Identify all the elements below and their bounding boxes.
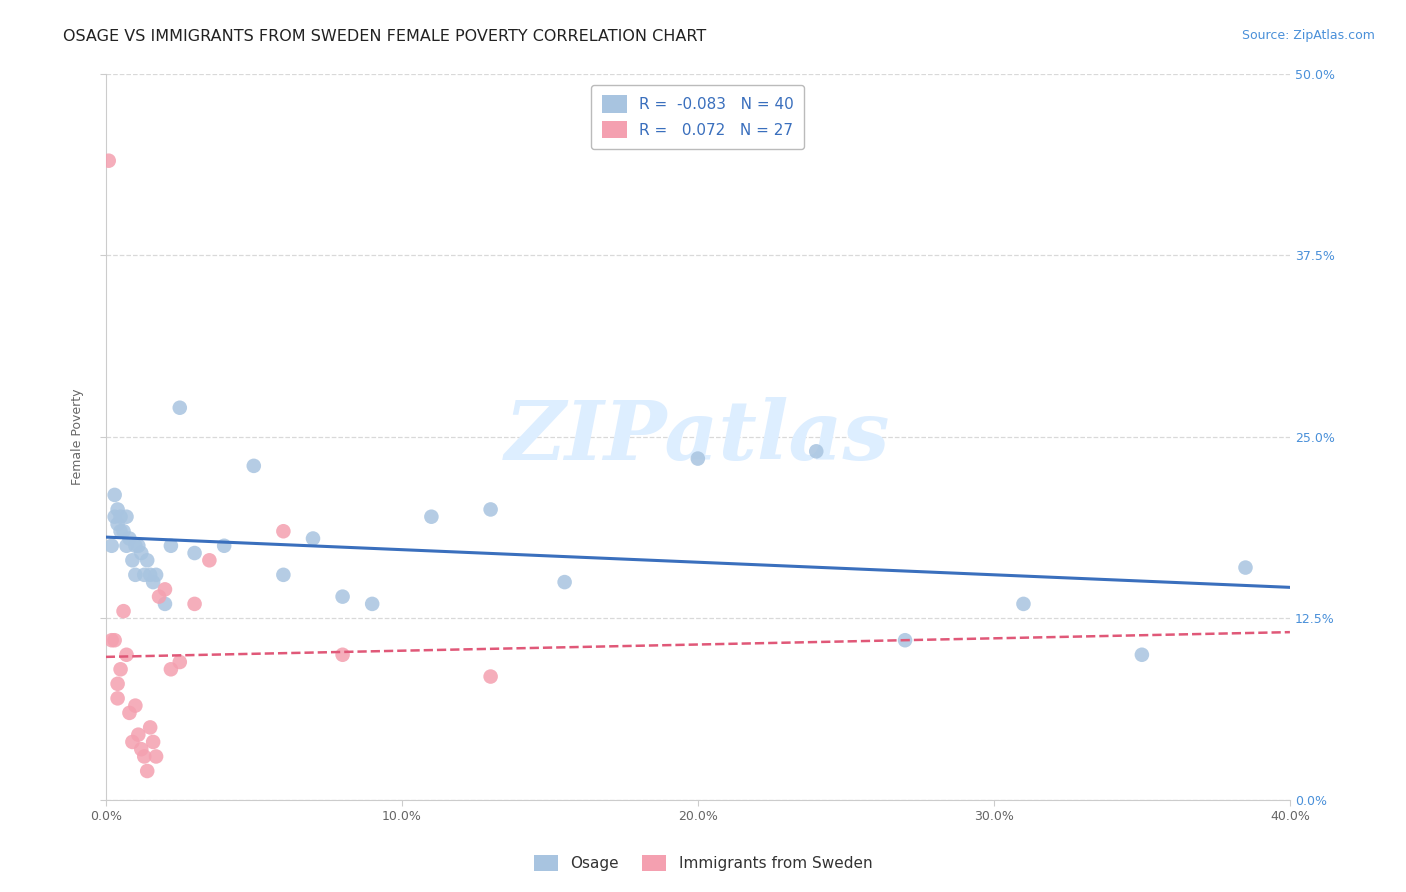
Point [110, 524, 132, 539]
Legend: R =  -0.083   N = 40, R =   0.072   N = 27: R = -0.083 N = 40, R = 0.072 N = 27 [592, 85, 804, 149]
Point [129, 742, 152, 756]
Point [332, 590, 354, 604]
Point [1130, 648, 1153, 662]
Point [894, 633, 917, 648]
Point [136, 553, 159, 567]
Point [112, 604, 135, 618]
Point [361, 597, 384, 611]
Legend: Osage, Immigrants from Sweden: Osage, Immigrants from Sweden [527, 849, 879, 877]
Point [183, 597, 205, 611]
Point [124, 698, 146, 713]
Point [198, 553, 221, 567]
Point [243, 458, 266, 473]
Point [332, 648, 354, 662]
Point [118, 532, 141, 546]
Point [273, 524, 295, 539]
Point [169, 655, 191, 669]
Text: Source: ZipAtlas.com: Source: ZipAtlas.com [1241, 29, 1375, 42]
Point [104, 633, 127, 648]
Text: ZIPatlas: ZIPatlas [505, 397, 890, 477]
Point [121, 553, 143, 567]
Point [142, 575, 165, 590]
Point [104, 509, 127, 524]
Point [420, 509, 443, 524]
Point [107, 516, 129, 531]
Point [139, 720, 162, 734]
Point [118, 706, 141, 720]
Y-axis label: Female Poverty: Female Poverty [72, 389, 84, 485]
Point [97, 153, 120, 168]
Point [145, 567, 167, 582]
Point [107, 502, 129, 516]
Point [273, 567, 295, 582]
Point [1012, 597, 1035, 611]
Point [212, 539, 235, 553]
Point [124, 567, 146, 582]
Point [479, 502, 502, 516]
Point [107, 677, 129, 691]
Point [686, 451, 709, 466]
Point [554, 575, 576, 590]
Point [100, 633, 122, 648]
Point [115, 539, 138, 553]
Point [134, 567, 156, 582]
Point [153, 582, 176, 597]
Point [806, 444, 828, 458]
Point [115, 509, 138, 524]
Point [302, 532, 325, 546]
Point [115, 648, 138, 662]
Point [139, 567, 162, 582]
Point [134, 749, 156, 764]
Point [160, 539, 183, 553]
Point [142, 735, 165, 749]
Point [136, 764, 159, 778]
Point [129, 546, 152, 560]
Point [479, 669, 502, 683]
Point [121, 735, 143, 749]
Point [148, 590, 170, 604]
Point [127, 728, 149, 742]
Point [100, 539, 122, 553]
Point [127, 539, 149, 553]
Point [110, 509, 132, 524]
Point [124, 539, 146, 553]
Point [183, 546, 205, 560]
Point [104, 488, 127, 502]
Point [169, 401, 191, 415]
Point [107, 691, 129, 706]
Point [1234, 560, 1257, 574]
Point [112, 524, 135, 539]
Point [153, 597, 176, 611]
Point [110, 662, 132, 676]
Text: OSAGE VS IMMIGRANTS FROM SWEDEN FEMALE POVERTY CORRELATION CHART: OSAGE VS IMMIGRANTS FROM SWEDEN FEMALE P… [63, 29, 707, 44]
Point [145, 749, 167, 764]
Point [160, 662, 183, 676]
